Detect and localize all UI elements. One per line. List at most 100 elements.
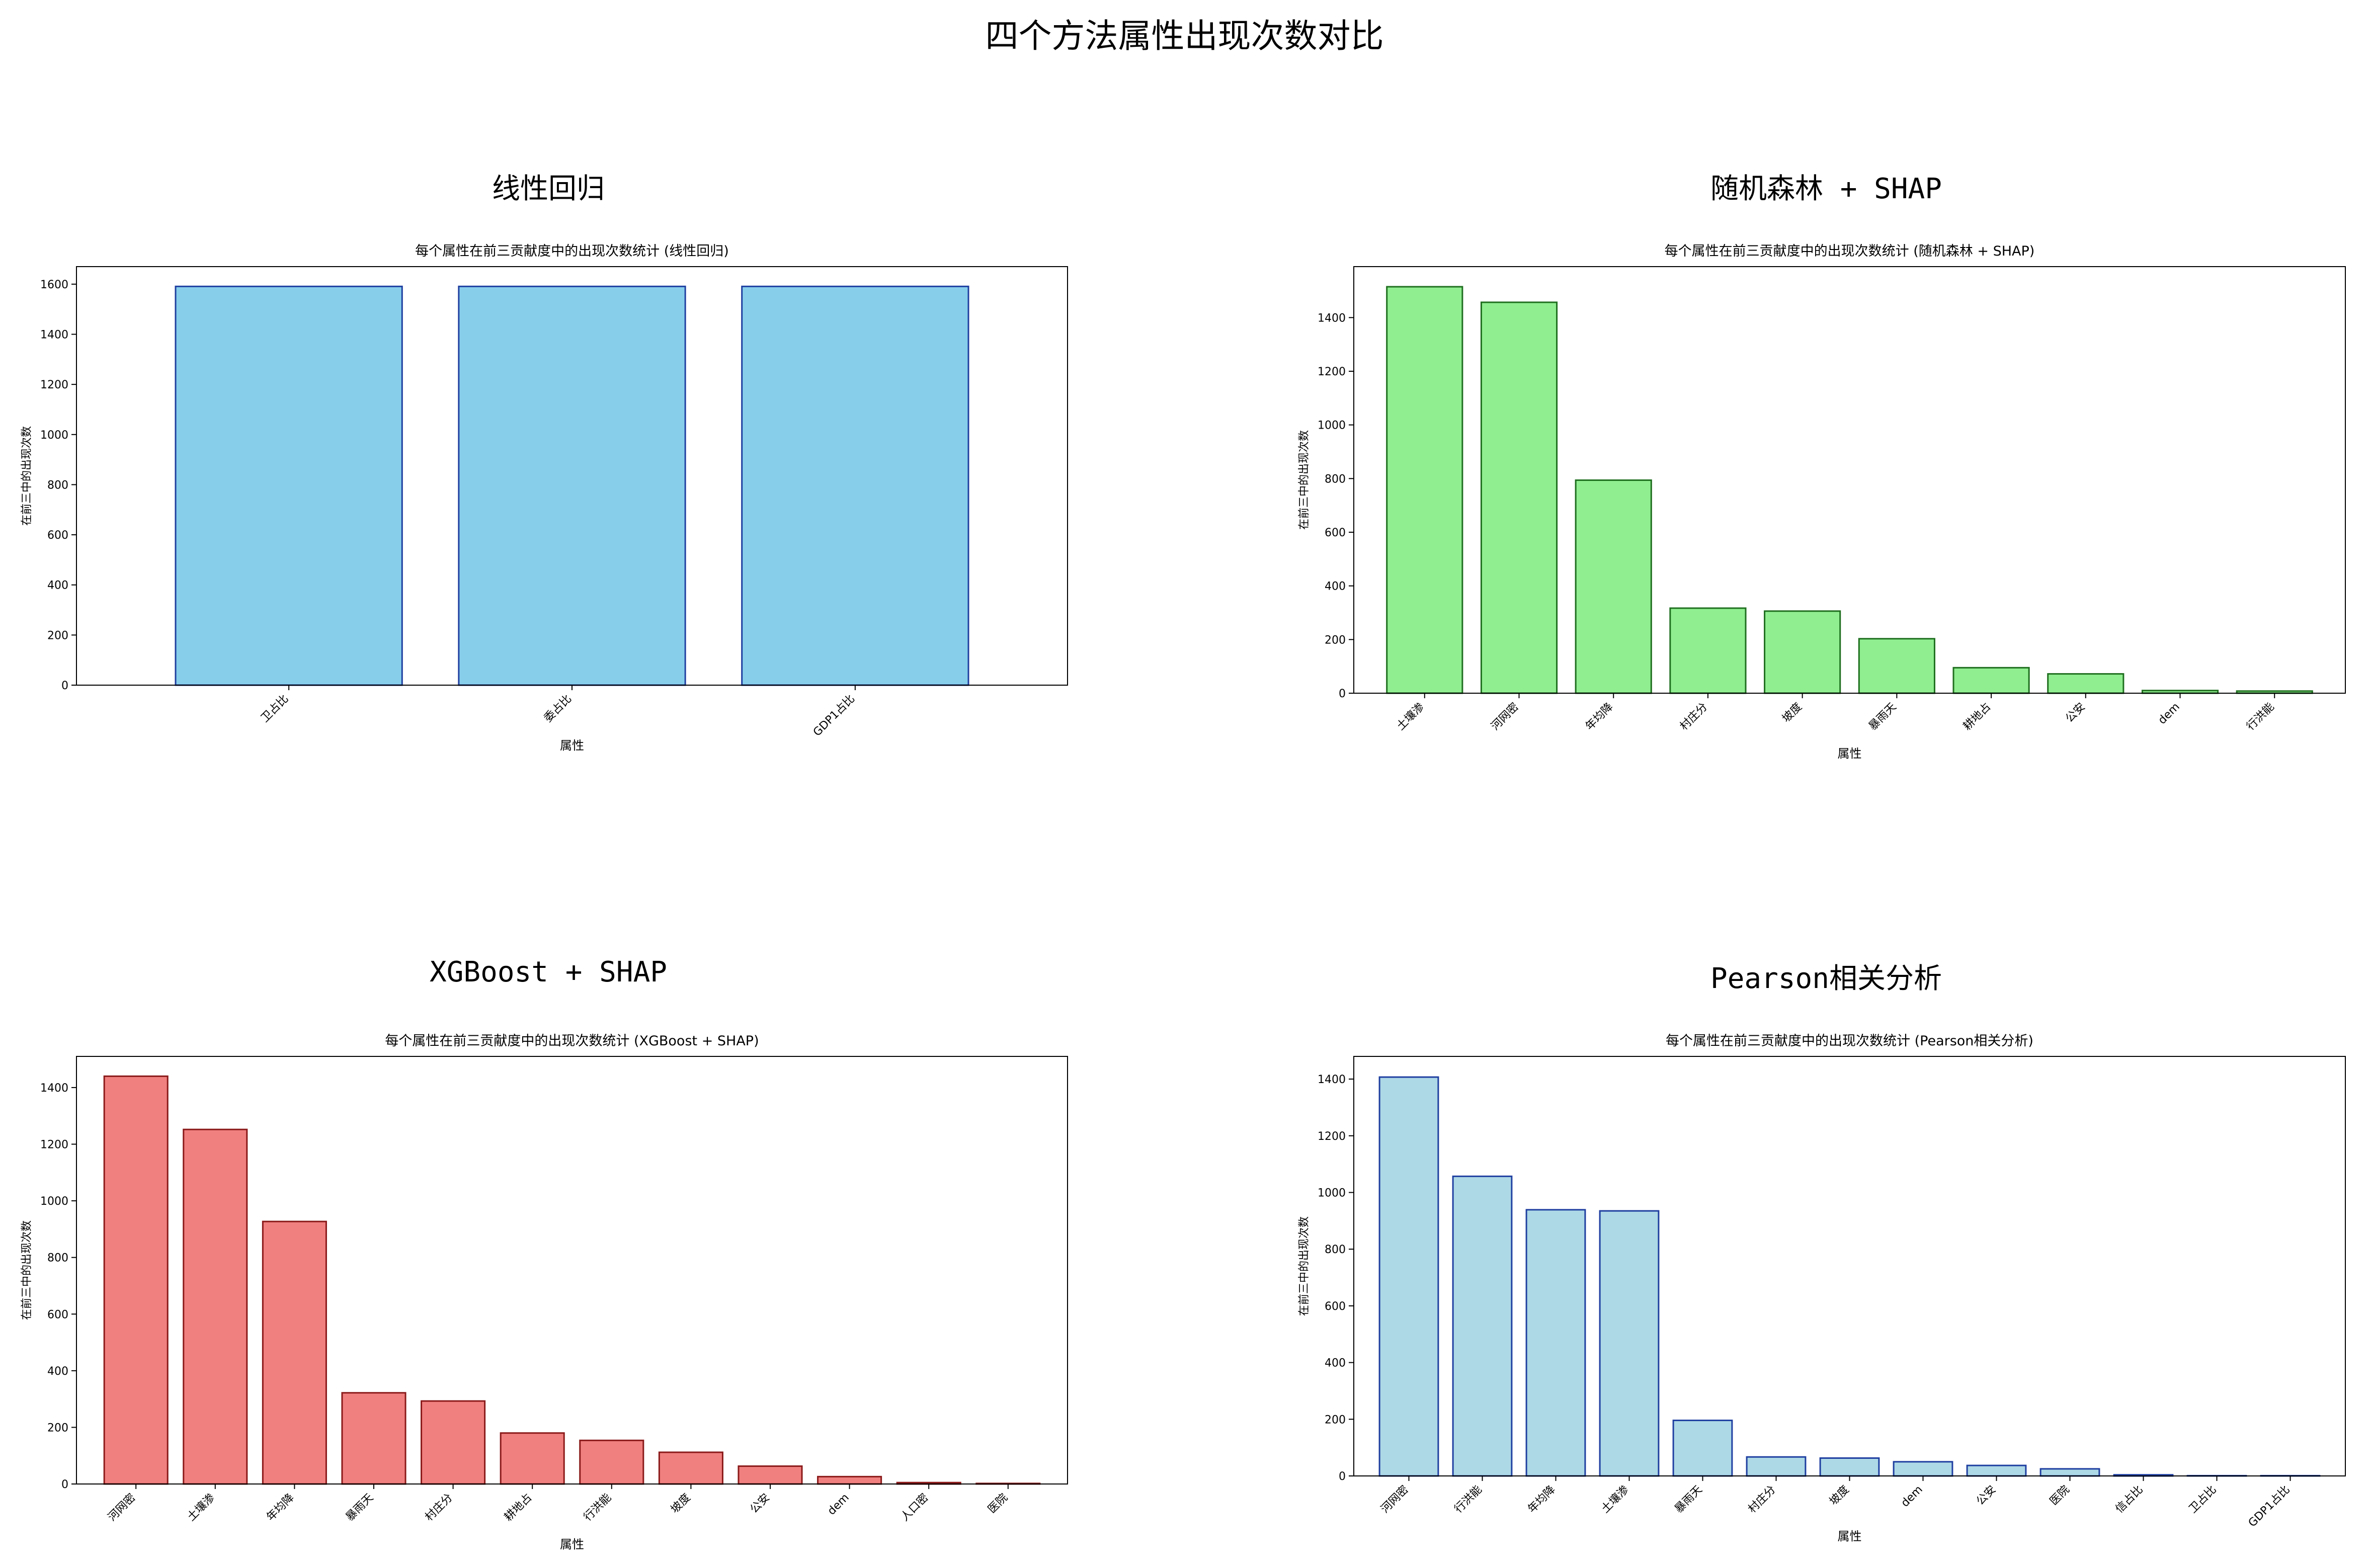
y-tick-label: 800	[47, 1252, 68, 1265]
y-tick-label: 0	[1339, 1470, 1346, 1483]
x-tick-label: 年均降	[1583, 701, 1615, 733]
y-tick-label: 1200	[1318, 366, 1346, 378]
x-axis-label: 属性	[560, 738, 584, 753]
bar	[2047, 673, 2125, 694]
y-tick-label: 600	[1325, 527, 1346, 539]
x-axis-label: 属性	[560, 1537, 584, 1551]
y-tick-label: 1000	[1318, 1187, 1346, 1199]
bar	[1669, 607, 1747, 694]
bar	[262, 1220, 327, 1485]
bar	[183, 1128, 248, 1485]
axes-frame	[76, 1056, 1068, 1484]
x-tick-label: 卫占比	[259, 693, 291, 725]
x-tick-label: 村庄分	[1746, 1483, 1778, 1516]
x-tick-label: 暴雨天	[1672, 1483, 1704, 1516]
y-tick-label: 200	[1325, 634, 1346, 646]
bar	[1746, 1456, 1807, 1477]
y-axis-label: 在前三中的出现次数	[21, 426, 33, 526]
bar	[1525, 1209, 1586, 1477]
x-tick-label: 耕地占	[1961, 701, 1993, 733]
bar	[1819, 1457, 1880, 1477]
x-axis-label: 属性	[1838, 1529, 1862, 1543]
bar	[817, 1475, 882, 1485]
y-axis-label: 在前三中的出现次数	[1298, 430, 1311, 530]
y-tick-label: 1200	[40, 379, 68, 391]
x-tick-label: dem	[826, 1492, 852, 1518]
bar	[741, 285, 969, 686]
y-axis-label: 在前三中的出现次数	[1298, 1216, 1311, 1316]
axes-frame	[1353, 1056, 2346, 1476]
bar	[1952, 667, 2030, 694]
x-tick-label: 河网密	[106, 1492, 138, 1524]
axes-title: 每个属性在前三贡献度中的出现次数统计 (XGBoost + SHAP)	[385, 1033, 759, 1049]
y-tick-label: 200	[47, 1422, 68, 1434]
x-tick-label: 村庄分	[1678, 701, 1710, 733]
panel-title: Pearson相关分析	[1710, 962, 1942, 995]
x-tick-label: 暴雨天	[344, 1492, 376, 1524]
y-tick-label: 200	[47, 629, 68, 642]
bar	[1452, 1175, 1513, 1477]
x-tick-label: 年均降	[1525, 1483, 1558, 1516]
x-tick-label: 坡度	[669, 1492, 693, 1516]
x-tick-label: 公安	[2063, 701, 2088, 725]
x-tick-label: 医院	[2048, 1483, 2072, 1508]
y-tick-label: 1200	[40, 1139, 68, 1151]
x-tick-label: 河网密	[1378, 1483, 1411, 1516]
x-tick-label: 暴雨天	[1866, 701, 1899, 733]
bar	[1575, 479, 1652, 694]
x-tick-label: 行洪能	[582, 1492, 614, 1524]
bar	[1599, 1210, 1660, 1477]
y-tick-label: 1200	[1318, 1130, 1346, 1143]
x-tick-label: 医院	[986, 1492, 1010, 1516]
x-tick-label: dem	[2156, 701, 2182, 727]
y-tick-label: 0	[61, 680, 68, 692]
bar	[1378, 1076, 1439, 1477]
y-tick-label: 1400	[40, 1082, 68, 1095]
y-tick-label: 400	[1325, 1357, 1346, 1370]
panel-title: 线性回归	[492, 173, 605, 205]
axes-frame	[76, 266, 1068, 686]
bar	[1966, 1464, 2027, 1477]
bar	[579, 1439, 644, 1485]
x-tick-label: 卫占比	[2186, 1483, 2219, 1516]
y-tick-label: 1400	[40, 329, 68, 342]
y-tick-label: 800	[1325, 1244, 1346, 1256]
x-tick-label: GDP1占比	[811, 693, 857, 739]
y-tick-label: 800	[47, 479, 68, 491]
axes-title: 每个属性在前三贡献度中的出现次数统计 (Pearson相关分析)	[1666, 1033, 2033, 1049]
bar	[1893, 1461, 1953, 1477]
y-tick-label: 1000	[40, 1195, 68, 1208]
x-tick-label: 公安	[1974, 1483, 1999, 1508]
y-tick-label: 400	[47, 580, 68, 592]
y-tick-label: 600	[1325, 1300, 1346, 1313]
axes-title: 每个属性在前三贡献度中的出现次数统计 (线性回归)	[415, 243, 729, 259]
x-tick-label: 信占比	[2113, 1483, 2145, 1516]
bar	[1858, 638, 1935, 694]
y-tick-label: 1600	[40, 279, 68, 291]
x-tick-label: 坡度	[1780, 701, 1805, 725]
x-tick-label: 人口密	[898, 1492, 931, 1524]
figure-title: 四个方法属性出现次数对比	[985, 17, 1384, 55]
bar	[2039, 1468, 2100, 1477]
bar	[103, 1075, 169, 1485]
panel-title: 随机森林 + SHAP	[1710, 173, 1942, 205]
x-tick-label: dem	[1899, 1483, 1925, 1510]
bar	[421, 1400, 486, 1485]
y-tick-label: 1000	[1318, 420, 1346, 432]
axes-frame	[1353, 266, 2346, 694]
bar	[458, 285, 686, 686]
y-tick-label: 0	[61, 1478, 68, 1491]
bar	[738, 1465, 803, 1485]
x-tick-label: 坡度	[1827, 1483, 1852, 1508]
x-tick-label: 行洪能	[2244, 701, 2276, 733]
x-tick-label: 耕地占	[502, 1492, 534, 1524]
bar	[341, 1392, 406, 1485]
y-tick-label: 400	[1325, 581, 1346, 593]
bar	[1386, 286, 1463, 694]
x-tick-label: 河网密	[1489, 701, 1521, 733]
x-tick-label: 土壤渗	[1599, 1483, 1631, 1516]
y-tick-label: 400	[47, 1365, 68, 1378]
bar	[1764, 610, 1841, 694]
x-tick-label: 土壤渗	[1395, 701, 1427, 733]
